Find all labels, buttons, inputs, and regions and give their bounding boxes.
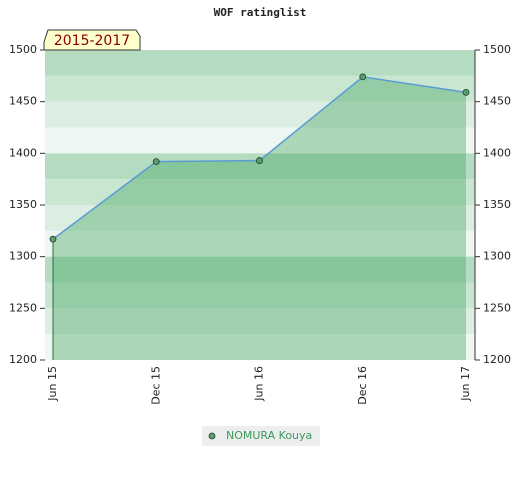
point (359, 73, 367, 81)
point (462, 88, 470, 96)
y2-tick-label: 1350 (483, 198, 511, 211)
chart-title: WOF ratinglist (214, 6, 307, 19)
background-stripe (45, 308, 475, 335)
background-stripe (45, 205, 475, 231)
background-stripe (45, 50, 475, 76)
legend-text: NOMURA Kouya (226, 429, 312, 442)
y2-tick-label: 1300 (483, 250, 511, 263)
y2-tick-label: 1250 (483, 301, 511, 314)
plot (45, 50, 475, 360)
y-tick-label: 1400 (9, 146, 37, 159)
x-tick-label: Jun 16 (253, 366, 266, 402)
background-stripe (45, 75, 475, 102)
background-stripe (45, 256, 475, 283)
y-tick-label: 1450 (9, 95, 37, 108)
background-stripe (45, 334, 475, 360)
y-tick-label: 1250 (9, 301, 37, 314)
point (152, 158, 160, 166)
background-stripe (45, 282, 475, 309)
badge-text: 2015-2017 (54, 33, 130, 49)
y2-tick-label: 1400 (483, 146, 511, 159)
x-tick-label: Jun 15 (46, 366, 59, 402)
area-fill (53, 76, 466, 360)
y2-tick-label: 1500 (483, 43, 511, 56)
y-tick-label: 1350 (9, 198, 37, 211)
background-stripe (45, 127, 475, 154)
y-tick-label: 1300 (9, 250, 37, 263)
x-tick-label: Dec 16 (356, 366, 369, 405)
y2-tick-label: 1450 (483, 95, 511, 108)
background-stripe (45, 230, 475, 257)
y2-tick-label: 1200 (483, 353, 511, 366)
legend-box (202, 426, 320, 446)
y-tick-label: 1200 (9, 353, 37, 366)
point (256, 157, 263, 164)
y-tick-label: 1500 (9, 43, 37, 56)
x-tick-label: Dec 15 (149, 366, 162, 405)
legend-marker (208, 432, 216, 440)
x-tick-label: Jun 17 (459, 366, 472, 402)
point (49, 235, 57, 243)
background-stripe (45, 101, 475, 128)
